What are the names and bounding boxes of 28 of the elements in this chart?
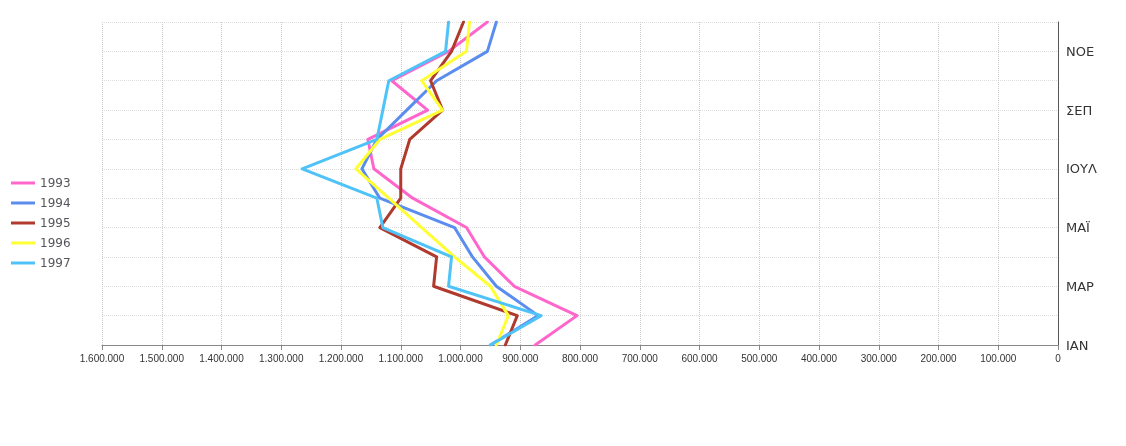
legend-label: 1994 [40,196,71,210]
legend-label: 1993 [40,176,71,190]
x-tick-label: 1.000.000 [438,352,484,364]
x-tick-label: 1.500.000 [139,352,185,364]
legend-label: 1995 [40,216,71,230]
x-tick-label: 700.000 [621,352,659,364]
y-tick-label: ΙΑΝ [1066,337,1089,353]
y-tick-label: ΜΑΪ [1066,220,1091,236]
x-tick-label: 1.200.000 [318,352,364,364]
x-tick-label: 500.000 [741,352,778,364]
x-tick-label: 1.300.000 [259,352,304,364]
x-tick-label: 1.100.000 [378,352,424,364]
x-tick-label: 1.600.000 [79,352,125,364]
x-tick-label: 300.000 [860,352,898,364]
y-tick-label: ΣΕΠ [1066,102,1093,118]
legend-label: 1997 [40,256,71,270]
x-tick-label: 0 [1055,352,1062,364]
x-tick-label: 900.000 [502,352,539,364]
x-tick-label: 400.000 [800,352,838,364]
x-tick-label: 800.000 [561,352,599,364]
y-tick-label: ΝΟΕ [1066,43,1095,59]
y-tick-label: ΙΟΥΛ [1066,161,1098,177]
x-tick-label: 100.000 [980,352,1017,364]
legend-label: 1996 [40,236,71,250]
x-tick-label: 200.000 [920,352,958,364]
y-tick-label: ΜΑΡ [1066,278,1095,294]
x-tick-label: 1.400.000 [199,352,245,364]
x-tick-label: 600.000 [681,352,719,364]
